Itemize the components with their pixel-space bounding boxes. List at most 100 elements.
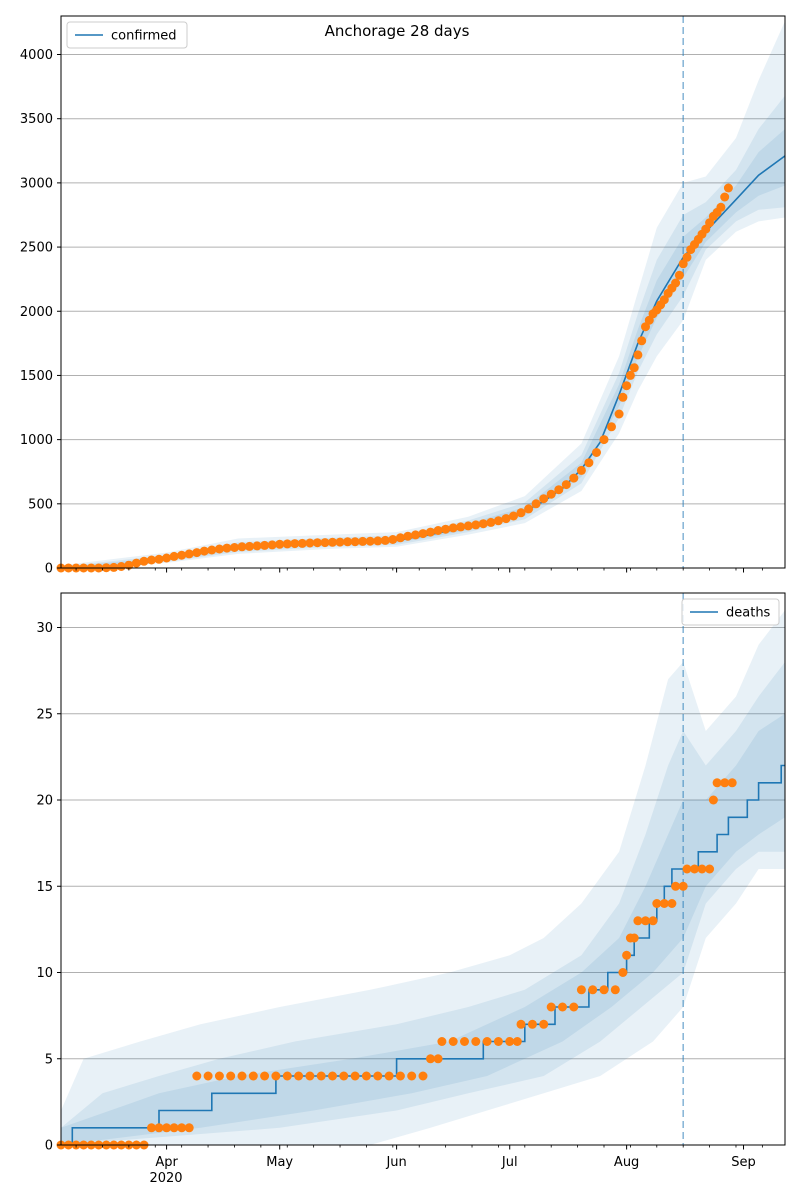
confirmed-observed-point-14 bbox=[162, 553, 172, 563]
deaths-observed-point-41 bbox=[437, 1037, 447, 1046]
confirmed-y-tick-label-7: 3500 bbox=[20, 112, 53, 127]
deaths-y-ticks: 0 5 10 15 20 25 30 bbox=[36, 621, 61, 1154]
deaths-observed-points bbox=[56, 778, 737, 1150]
confirmed-observed-point-63 bbox=[531, 499, 541, 509]
confirmed-observed-point-21 bbox=[214, 544, 224, 554]
confirmed-observed-point-41 bbox=[365, 536, 375, 546]
deaths-observed-point-70 bbox=[678, 881, 688, 891]
deaths-x-tick-label-2: Jun bbox=[385, 1155, 406, 1170]
x-axis-year-label: 2020 bbox=[149, 1171, 182, 1186]
confirmed-observed-point-39 bbox=[350, 537, 360, 547]
deaths-observed-point-60 bbox=[622, 950, 632, 960]
confirmed-observed-point-16 bbox=[177, 550, 187, 560]
confirmed-legend: confirmed bbox=[66, 21, 188, 49]
deaths-observed-point-33 bbox=[361, 1071, 371, 1081]
deaths-x-tick-label-3: Jul bbox=[501, 1155, 518, 1170]
deaths-observed-point-46 bbox=[493, 1037, 503, 1046]
deaths-observed-point-54 bbox=[569, 1002, 579, 1012]
deaths-y-tick-label-1: 5 bbox=[45, 1052, 53, 1067]
confirmed-observed-point-70 bbox=[584, 458, 594, 468]
confirmed-observed-point-7 bbox=[109, 562, 119, 572]
confirmed-observed-point-60 bbox=[509, 511, 518, 521]
deaths-observed-point-45 bbox=[482, 1037, 492, 1046]
confirmed-observed-point-102 bbox=[720, 192, 730, 202]
deaths-observed-point-43 bbox=[460, 1037, 469, 1046]
deaths-observed-point-78 bbox=[727, 778, 737, 788]
confirmed-observed-point-33 bbox=[305, 538, 315, 548]
confirmed-observed-point-28 bbox=[267, 540, 277, 550]
deaths-observed-point-74 bbox=[705, 864, 715, 874]
deaths-x-tick-label-0: Apr bbox=[155, 1155, 178, 1170]
confirmed-observed-point-8 bbox=[116, 562, 126, 571]
deaths-observed-point-72 bbox=[690, 864, 699, 874]
deaths-observed-point-68 bbox=[667, 899, 677, 908]
confirmed-observed-point-13 bbox=[154, 554, 164, 564]
confirmed-observed-point-72 bbox=[599, 435, 609, 445]
confirmed-legend-box bbox=[66, 21, 188, 49]
confirmed-observed-point-101 bbox=[716, 202, 726, 212]
confirmed-observed-point-10 bbox=[131, 558, 141, 568]
confirmed-observed-point-78 bbox=[629, 363, 639, 373]
deaths-y-tick-label-4: 20 bbox=[36, 794, 53, 809]
confirmed-observed-point-61 bbox=[516, 508, 526, 518]
confirmed-band-inner bbox=[61, 129, 785, 568]
confirmed-y-tick-label-3: 1500 bbox=[20, 369, 53, 384]
deaths-observed-point-58 bbox=[610, 985, 620, 995]
confirmed-observed-point-62 bbox=[524, 504, 534, 514]
confirmed-observed-point-25 bbox=[245, 541, 254, 551]
confirmed-observed-point-89 bbox=[671, 278, 681, 288]
deaths-x-tick-label-5: Sep bbox=[731, 1155, 756, 1170]
confirmed-observed-point-37 bbox=[335, 537, 345, 547]
confirmed-observed-point-11 bbox=[139, 556, 149, 566]
deaths-observed-point-66 bbox=[652, 899, 662, 908]
deaths-y-tick-label-3: 15 bbox=[36, 880, 53, 895]
confirmed-observed-point-80 bbox=[637, 336, 647, 346]
confirmed-observed-point-75 bbox=[618, 392, 628, 402]
deaths-observed-point-22 bbox=[237, 1071, 247, 1081]
deaths-legend-box bbox=[681, 598, 780, 626]
confirmed-observed-point-48 bbox=[418, 529, 428, 539]
confirmed-observed-point-24 bbox=[237, 542, 247, 552]
confirmed-observed-point-40 bbox=[358, 536, 368, 546]
deaths-observed-point-19 bbox=[203, 1071, 213, 1081]
deaths-observed-point-44 bbox=[471, 1037, 481, 1046]
confirmed-observed-point-9 bbox=[124, 560, 134, 570]
deaths-observed-point-76 bbox=[712, 778, 722, 788]
confirmed-observed-point-19 bbox=[199, 546, 209, 556]
deaths-observed-point-14 bbox=[162, 1123, 172, 1133]
confirmed-observed-point-52 bbox=[448, 523, 458, 533]
confirmed-observed-point-68 bbox=[569, 473, 579, 483]
confirmed-y-tick-label-4: 2000 bbox=[20, 305, 53, 320]
deaths-observed-point-18 bbox=[192, 1071, 202, 1081]
deaths-y-tick-label-0: 0 bbox=[45, 1139, 53, 1154]
deaths-observed-point-38 bbox=[418, 1071, 428, 1081]
confirmed-y-tick-label-1: 500 bbox=[28, 497, 53, 512]
deaths-observed-point-34 bbox=[373, 1071, 383, 1081]
confirmed-observed-point-38 bbox=[343, 537, 353, 547]
confirmed-observed-point-90 bbox=[674, 270, 684, 280]
confirmed-observed-point-49 bbox=[426, 527, 435, 537]
confirmed-x-ticks bbox=[75, 568, 763, 573]
chart-title: Anchorage 28 days bbox=[325, 22, 470, 40]
confirmed-y-tick-label-5: 2500 bbox=[20, 241, 53, 256]
confirmed-y-tick-label-0: 0 bbox=[45, 562, 53, 577]
confirmed-observed-point-34 bbox=[312, 538, 322, 548]
deaths-plot-border bbox=[60, 592, 786, 1146]
confirmed-y-tick-label-6: 3000 bbox=[20, 176, 53, 191]
deaths-observed-point-57 bbox=[599, 985, 609, 995]
deaths-observed-point-50 bbox=[527, 1019, 537, 1029]
deaths-observed-point-27 bbox=[294, 1071, 304, 1081]
deaths-observed-point-73 bbox=[697, 864, 707, 874]
deaths-gridlines bbox=[61, 627, 785, 1060]
deaths-observed-point-47 bbox=[505, 1037, 515, 1046]
confirmed-observed-point-55 bbox=[471, 520, 481, 530]
confirmed-observed-point-31 bbox=[290, 539, 300, 549]
deaths-observed-point-67 bbox=[659, 899, 669, 908]
confirmed-observed-point-58 bbox=[493, 516, 503, 526]
deaths-observed-point-16 bbox=[177, 1123, 187, 1133]
confirmed-observed-point-92 bbox=[682, 252, 692, 262]
deaths-x-ticks: Apr May Jun Jul Aug Sep bbox=[75, 1145, 763, 1170]
confirmed-observed-point-18 bbox=[192, 548, 202, 558]
